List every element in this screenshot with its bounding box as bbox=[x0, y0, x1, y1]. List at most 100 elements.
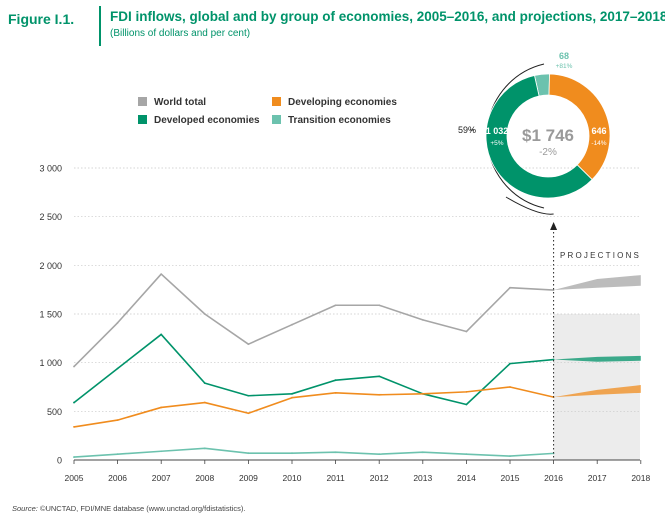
projection-arrow bbox=[550, 222, 558, 230]
x-tick-label: 2006 bbox=[108, 473, 127, 483]
data-point-developed bbox=[378, 375, 381, 378]
x-tick-label: 2017 bbox=[588, 473, 607, 483]
data-point-world bbox=[378, 304, 381, 307]
donut-change-developing: -14% bbox=[591, 140, 606, 147]
data-point-transition bbox=[421, 451, 424, 454]
x-tick-label: 2010 bbox=[283, 473, 302, 483]
series-line-developed bbox=[73, 333, 554, 406]
projections-label: PROJECTIONS bbox=[560, 251, 641, 260]
data-point-world bbox=[116, 321, 119, 324]
projection-band-developing bbox=[553, 385, 641, 398]
data-point-developed bbox=[73, 401, 75, 404]
donut-change-developed: +5% bbox=[490, 140, 503, 147]
data-point-transition bbox=[334, 451, 337, 454]
series-line-transition bbox=[73, 447, 554, 458]
data-point-world bbox=[421, 318, 424, 321]
source-note: Source: ©UNCTAD, FDI/MNE database (www.u… bbox=[12, 504, 245, 513]
data-point-world bbox=[509, 286, 511, 289]
source-text: ©UNCTAD, FDI/MNE database (www.unctad.or… bbox=[39, 504, 246, 513]
data-point-developing bbox=[421, 392, 424, 395]
title-divider bbox=[99, 6, 101, 46]
data-point-developed bbox=[334, 379, 337, 382]
data-point-developing bbox=[247, 412, 250, 415]
legend-item-developing: Developing economies bbox=[272, 97, 397, 108]
donut-connector bbox=[505, 196, 554, 215]
data-point-transition bbox=[160, 450, 163, 453]
donut-label-developing: 646 bbox=[591, 126, 606, 136]
fdi-line-chart: 0 500 1 000 1 500 2 000 2 500 3 000 2005 2006 200… bbox=[39, 51, 650, 483]
donut-slice-developed bbox=[485, 75, 593, 199]
y-tick-label: 500 bbox=[47, 407, 62, 417]
data-point-world bbox=[291, 323, 293, 326]
legend-swatch bbox=[138, 115, 147, 124]
data-point-developing bbox=[465, 390, 468, 393]
data-point-developing bbox=[509, 386, 511, 388]
x-tick-label: 2015 bbox=[501, 473, 520, 483]
y-tick-label: 3 000 bbox=[39, 164, 62, 174]
x-tick-label: 2009 bbox=[239, 473, 258, 483]
donut-total-change: -2% bbox=[539, 147, 557, 158]
data-point-developing bbox=[73, 426, 75, 428]
data-point-developed bbox=[465, 403, 468, 406]
x-tick-label: 2016 bbox=[544, 473, 563, 483]
legend-label: Developing economies bbox=[288, 97, 397, 108]
legend-item-developed: Developed economies bbox=[138, 115, 260, 126]
data-point-transition bbox=[203, 447, 206, 450]
x-tick-label: 2007 bbox=[152, 473, 171, 483]
x-tick-label: 2005 bbox=[65, 473, 84, 483]
data-point-developing bbox=[378, 393, 381, 396]
x-tick-label: 2014 bbox=[457, 473, 476, 483]
data-point-developed bbox=[116, 367, 119, 370]
data-point-transition bbox=[509, 455, 511, 458]
donut-share-label: 59% bbox=[458, 125, 476, 135]
data-point-transition bbox=[247, 452, 250, 455]
data-point-transition bbox=[291, 452, 293, 455]
legend-label: Developed economies bbox=[154, 115, 260, 126]
data-point-developed bbox=[247, 394, 250, 397]
data-point-world bbox=[73, 365, 75, 368]
data-point-developing bbox=[116, 419, 119, 421]
data-point-developed bbox=[203, 382, 206, 385]
data-point-transition bbox=[116, 453, 119, 456]
legend-label: World total bbox=[154, 97, 207, 108]
data-point-world bbox=[552, 289, 555, 291]
figure-title: FDI inflows, global and by group of econ… bbox=[110, 9, 665, 24]
data-point-world bbox=[334, 304, 337, 307]
legend: World total Developing economies Develop… bbox=[138, 97, 398, 131]
donut-change-transition: +81% bbox=[556, 63, 573, 70]
x-tick-label: 2013 bbox=[413, 473, 432, 483]
data-point-developing bbox=[203, 401, 206, 404]
projection-band-world bbox=[553, 275, 641, 291]
legend-swatch bbox=[138, 97, 147, 106]
source-label: Source: bbox=[12, 504, 38, 513]
x-tick-label: 2012 bbox=[370, 473, 389, 483]
data-point-world bbox=[247, 343, 250, 346]
donut-total: $1 746 bbox=[522, 126, 574, 145]
y-tick-label: 2 000 bbox=[39, 261, 62, 271]
donut-label-transition: 68 bbox=[559, 51, 569, 61]
series-line-world bbox=[73, 273, 554, 368]
x-tick-label: 2018 bbox=[631, 473, 650, 483]
legend-label: Transition economies bbox=[288, 115, 391, 126]
legend-swatch bbox=[272, 97, 281, 106]
legend-item-world: World total bbox=[138, 97, 206, 108]
y-tick-label: 1 000 bbox=[39, 358, 62, 368]
x-tick-label: 2008 bbox=[195, 473, 214, 483]
data-point-transition bbox=[73, 456, 75, 458]
data-point-developing bbox=[334, 391, 337, 394]
projection-band-developed bbox=[553, 355, 641, 362]
y-tick-label: 2 500 bbox=[39, 212, 62, 222]
data-point-world bbox=[203, 313, 206, 315]
legend-item-transition: Transition economies bbox=[272, 115, 391, 126]
y-tick-label: 0 bbox=[57, 456, 62, 466]
data-point-world bbox=[160, 273, 163, 275]
data-point-developed bbox=[160, 333, 163, 336]
y-tick-label: 1 500 bbox=[39, 310, 62, 320]
figure-subtitle: (Billions of dollars and per cent) bbox=[110, 28, 251, 39]
legend-swatch bbox=[272, 115, 281, 124]
series-line-developing bbox=[73, 386, 554, 428]
figure-label: Figure I.1. bbox=[8, 11, 75, 27]
data-point-transition bbox=[465, 453, 468, 456]
data-point-transition bbox=[378, 453, 381, 456]
donut-label-developed: 1 032 bbox=[486, 126, 509, 136]
